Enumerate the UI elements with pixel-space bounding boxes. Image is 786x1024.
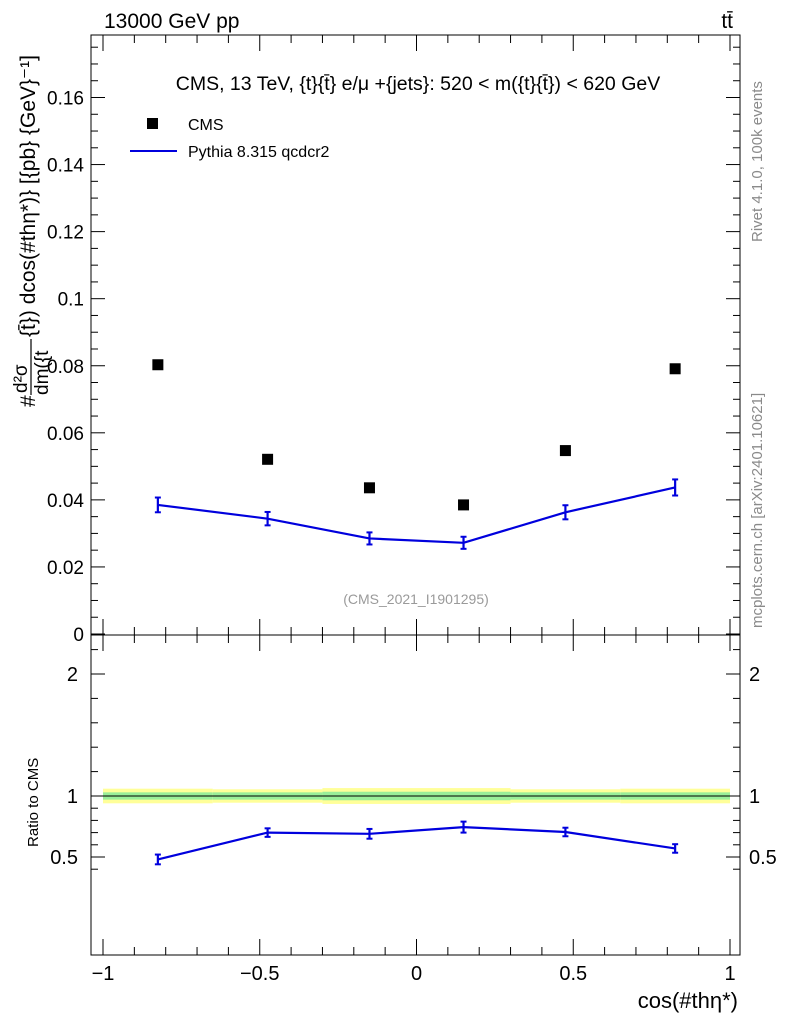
mcplots-label: mcplots.cern.ch [arXiv:2401.10621]: [749, 393, 766, 628]
y-tick-label: 0: [73, 625, 84, 646]
cms-data-point: [559, 445, 571, 457]
x-tick-label: 1: [724, 963, 735, 985]
ratio-x-axis: −1 −0.5 0 0.5 1: [92, 635, 736, 985]
legend: CMS Pythia 8.315 qcdcr2: [130, 117, 330, 161]
y-tick-label: 0.08: [47, 357, 84, 378]
x-tick-label: −1: [92, 963, 115, 985]
y-tick-label: 0.16: [47, 89, 84, 110]
y-tick-label: 0.06: [47, 424, 84, 445]
ratio-y-tick-label: 0.5: [50, 847, 78, 869]
ratio-y-tick-label: 2: [67, 664, 78, 686]
ratio-panel: 0.5 0.5 1 1 2 2 −1 −0.5 0 0.5 1 Ratio to CMS cos(…: [25, 634, 777, 1013]
y-tick-label: 0.02: [47, 558, 84, 579]
legend-mc-label: Pythia 8.315 qcdcr2: [188, 144, 330, 161]
x-axis-label: cos(#thη*): [638, 988, 738, 1013]
cms-data-point: [458, 499, 470, 511]
y-label-rest: {t̄}) dcos(#thη*)} [{pb} {GeV}⁻¹]: [17, 55, 40, 337]
cms-data-point: [152, 359, 164, 371]
header-process-label: tt̄: [721, 10, 733, 33]
ratio-series-line: [157, 826, 676, 861]
main-panel: 0 0.02 0.04 0.06 0.08 0.1 0.12 0.14 0.16 CMS, 13…: [11, 34, 741, 646]
ratio-y-tick-label-right: 1: [749, 786, 760, 808]
ratio-y-axis-label: Ratio to CMS: [25, 758, 42, 847]
y-tick-label: 0.12: [47, 223, 84, 244]
y-tick-label: 0.1: [58, 290, 84, 311]
ratio-y-tick-label-right: 2: [749, 664, 760, 686]
ratio-panel-frame: [90, 634, 741, 956]
cms-data-point: [363, 482, 375, 494]
ratio-y-tick-label-right: 0.5: [749, 847, 777, 869]
ratio-y-axis: 0.5 0.5 1 1 2 2: [50, 649, 777, 870]
legend-cms-label: CMS: [188, 117, 224, 134]
main-title: CMS, 13 TeV, {t}{t̄} e/μ +{jets}: 520 < …: [176, 73, 660, 95]
main-y-axis-label: # d²σ dm({t {t̄}) dcos(#thη*)} [{pb} {Ge…: [11, 55, 53, 407]
y-tick-label: 0.04: [47, 491, 84, 512]
legend-cms-marker: [147, 118, 158, 129]
cms-data-point: [669, 363, 681, 375]
ratio-y-tick-label: 1: [67, 786, 78, 808]
x-tick-label: 0.5: [559, 963, 587, 985]
x-tick-label: 0: [411, 963, 422, 985]
mc-series-line: [157, 486, 676, 544]
main-y-axis: 0 0.02 0.04 0.06 0.08 0.1 0.12 0.14 0.16: [47, 46, 740, 646]
y-label-numerator: d²σ: [11, 364, 32, 393]
cms-data-point: [262, 453, 274, 465]
y-label-denominator: dm({t: [32, 350, 53, 395]
rivet-version-label: Rivet 4.1.0, 100k events: [749, 81, 766, 242]
watermark: (CMS_2021_I1901295): [343, 591, 489, 607]
main-x-ticks: [102, 35, 731, 635]
y-tick-label: 0.14: [47, 156, 84, 177]
y-label-hash: #: [17, 395, 40, 407]
header-energy-label: 13000 GeV pp: [104, 10, 239, 33]
x-tick-label: −0.5: [240, 963, 279, 985]
